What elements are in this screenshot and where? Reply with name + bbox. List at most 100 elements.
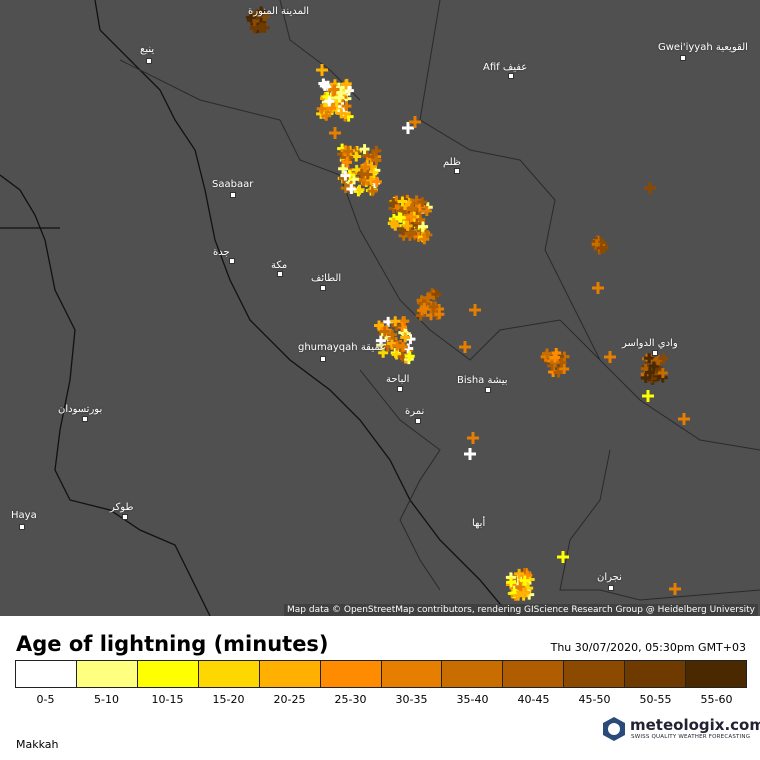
map: المدينة المنورة ينبع Afif عفيف Gwei'iyya… [0,0,760,616]
lightning-strike [657,367,668,378]
lightning-strike [506,577,517,588]
lightning-strike [518,588,529,599]
lightning-strike [341,101,352,112]
lightning-strike [431,289,442,300]
lightning-strike [341,79,352,90]
legend-label: 55-60 [700,693,733,706]
attribution: Map data © OpenStreetMap contributors, r… [284,604,758,616]
legend-label: 40-45 [517,693,550,706]
city-dot [485,387,491,393]
lightning-strike [415,310,426,321]
lightning-strike [513,590,524,601]
place-label: ظلم [443,157,461,168]
city-dot [608,585,614,591]
lightning-strike [407,202,418,213]
lightning-strike [346,184,357,195]
lightning-strike [391,349,402,360]
lightning-strike [255,23,266,34]
lightning-strike [334,92,345,103]
city-dot [652,350,658,356]
lightning-strike [367,186,378,197]
lightning-strike [522,570,533,581]
lightning-strike [519,575,530,586]
map-lines [0,0,760,616]
lightning-strike [251,9,262,20]
place-label: ينبع [140,44,155,55]
lightning-strike [321,110,332,121]
lightning-strike [371,155,382,166]
lightning-strike [399,316,410,327]
lightning-strike [459,341,471,353]
lightning-strike [318,78,329,89]
legend-label: 25-30 [334,693,367,706]
lightning-strike [374,320,385,331]
lightning-strike [375,335,386,346]
lightning-strike [362,169,373,180]
lightning-strike [467,432,479,444]
lightning-strike [549,352,560,363]
lightning-strike [640,373,651,384]
lightning-strike [386,338,397,349]
lightning-strike [644,182,656,194]
place-label: مكة [271,260,288,271]
legend-swatch [625,661,687,687]
tagline: SWISS QUALITY WEATHER FORECASTING [631,734,751,740]
lightning-strike [329,127,341,139]
lightning-strike [397,196,408,207]
city-dot [230,192,236,198]
lightning-strike [542,348,553,359]
lightning-strike [469,304,481,316]
lightning-strike [326,103,337,114]
lightning-strike [342,157,353,168]
city-dot [320,285,326,291]
place-label: جدة [213,247,230,258]
location: Makkah [16,738,59,751]
lightning-strike [642,390,654,402]
lightning-strike [366,174,377,185]
legend-label: 10-15 [151,693,184,706]
lightning-strike [553,367,564,378]
legend-scale [15,660,747,688]
lightning-strike [336,108,347,119]
lightning-strike [409,116,421,128]
logo-icon [603,717,625,741]
lightning-strike [596,243,607,254]
place-label: وادي الدواسر [622,338,678,349]
place-label: طوكر [110,502,134,513]
lightning-strike [405,334,416,345]
lightning-strike [316,64,328,76]
city-dot [122,514,128,520]
lightning-strike [557,551,569,563]
city-dot [229,258,235,264]
city-dot [277,271,283,277]
legend-swatch [198,661,260,687]
lightning-strike [464,448,476,460]
lightning-strike [428,301,439,312]
legend-swatch [564,661,626,687]
place-label: نمرة [405,406,425,417]
lightning-strike [379,326,390,337]
lightning-strike [316,103,327,114]
city-dot [415,418,421,424]
legend-swatch [442,661,504,687]
legend-swatch [320,661,382,687]
city-dot [320,356,326,362]
legend-title: Age of lightning (minutes) [16,632,329,656]
lightning-strike [406,212,417,223]
lightning-strike [395,212,406,223]
place-label: بورتسودان [58,404,103,415]
legend-label: 15-20 [212,693,245,706]
lightning-strike [387,329,398,340]
city-dot [454,168,460,174]
legend-swatch [137,661,199,687]
timestamp: Thu 30/07/2020, 05:30pm GMT+03 [550,641,746,654]
lightning-strike [419,234,430,245]
legend-swatch [381,661,443,687]
lightning-strike [390,316,401,327]
lightning-strike [400,332,411,343]
place-label: Haya [11,510,37,521]
lightning-strike [402,220,413,231]
lightning-strike [515,582,526,593]
lightning-strike [604,351,616,363]
